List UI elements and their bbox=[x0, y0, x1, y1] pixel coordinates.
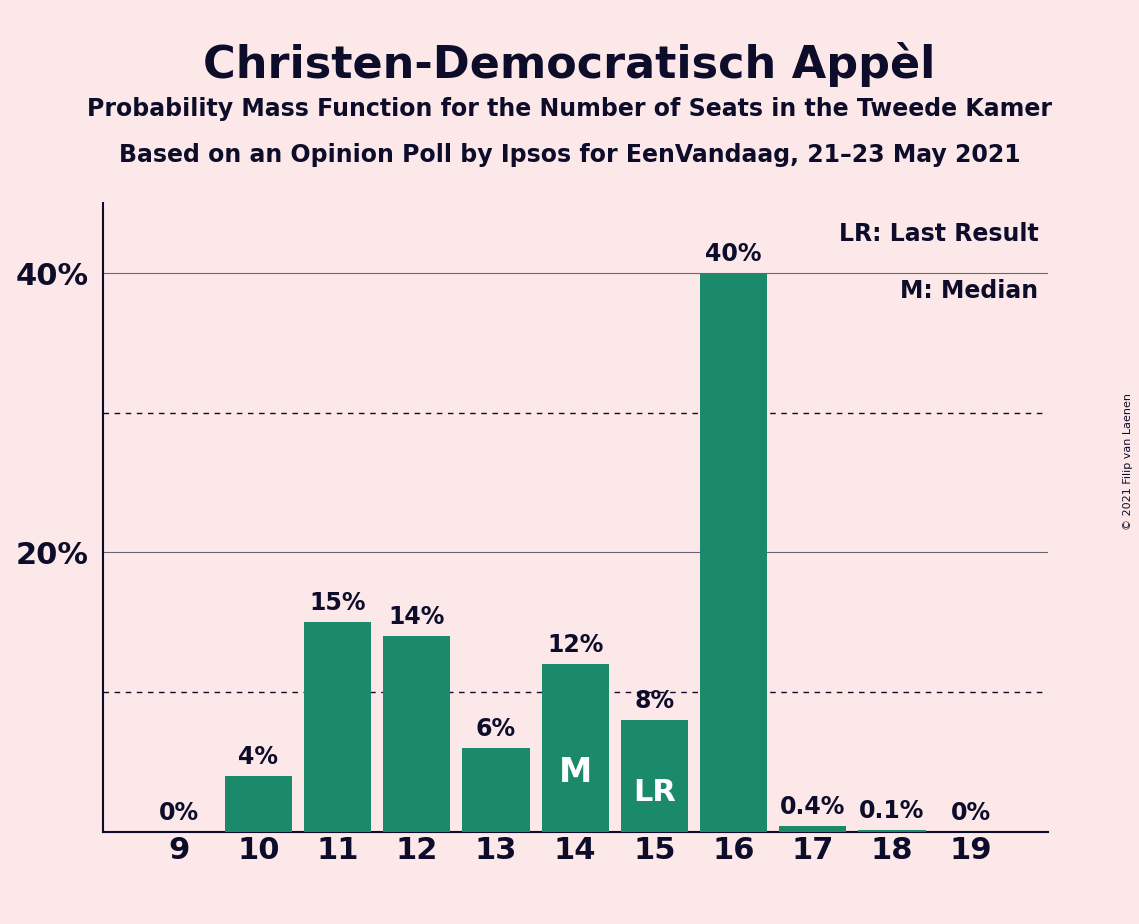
Bar bbox=[779, 826, 846, 832]
Bar bbox=[700, 274, 768, 832]
Bar bbox=[541, 664, 609, 832]
Text: LR: LR bbox=[633, 778, 675, 807]
Text: Probability Mass Function for the Number of Seats in the Tweede Kamer: Probability Mass Function for the Number… bbox=[87, 97, 1052, 121]
Text: 40%: 40% bbox=[705, 242, 762, 266]
Text: 6%: 6% bbox=[476, 717, 516, 741]
Bar bbox=[859, 830, 926, 832]
Text: 0%: 0% bbox=[159, 800, 199, 824]
Bar bbox=[383, 636, 450, 832]
Text: 8%: 8% bbox=[634, 689, 674, 713]
Text: 12%: 12% bbox=[547, 633, 604, 657]
Text: Christen-Democratisch Appèl: Christen-Democratisch Appèl bbox=[204, 42, 935, 87]
Bar bbox=[224, 776, 292, 832]
Text: 0.4%: 0.4% bbox=[780, 795, 845, 819]
Bar bbox=[462, 748, 530, 832]
Text: M: Median: M: Median bbox=[900, 279, 1039, 303]
Bar bbox=[621, 720, 688, 832]
Text: Based on an Opinion Poll by Ipsos for EenVandaag, 21–23 May 2021: Based on an Opinion Poll by Ipsos for Ee… bbox=[118, 143, 1021, 167]
Text: 0%: 0% bbox=[951, 800, 991, 824]
Text: LR: Last Result: LR: Last Result bbox=[838, 222, 1039, 246]
Text: 15%: 15% bbox=[310, 591, 366, 615]
Text: 14%: 14% bbox=[388, 605, 445, 629]
Text: 4%: 4% bbox=[238, 745, 278, 769]
Text: © 2021 Filip van Laenen: © 2021 Filip van Laenen bbox=[1123, 394, 1133, 530]
Text: M: M bbox=[558, 757, 592, 789]
Bar bbox=[304, 622, 371, 832]
Text: 0.1%: 0.1% bbox=[859, 799, 925, 823]
